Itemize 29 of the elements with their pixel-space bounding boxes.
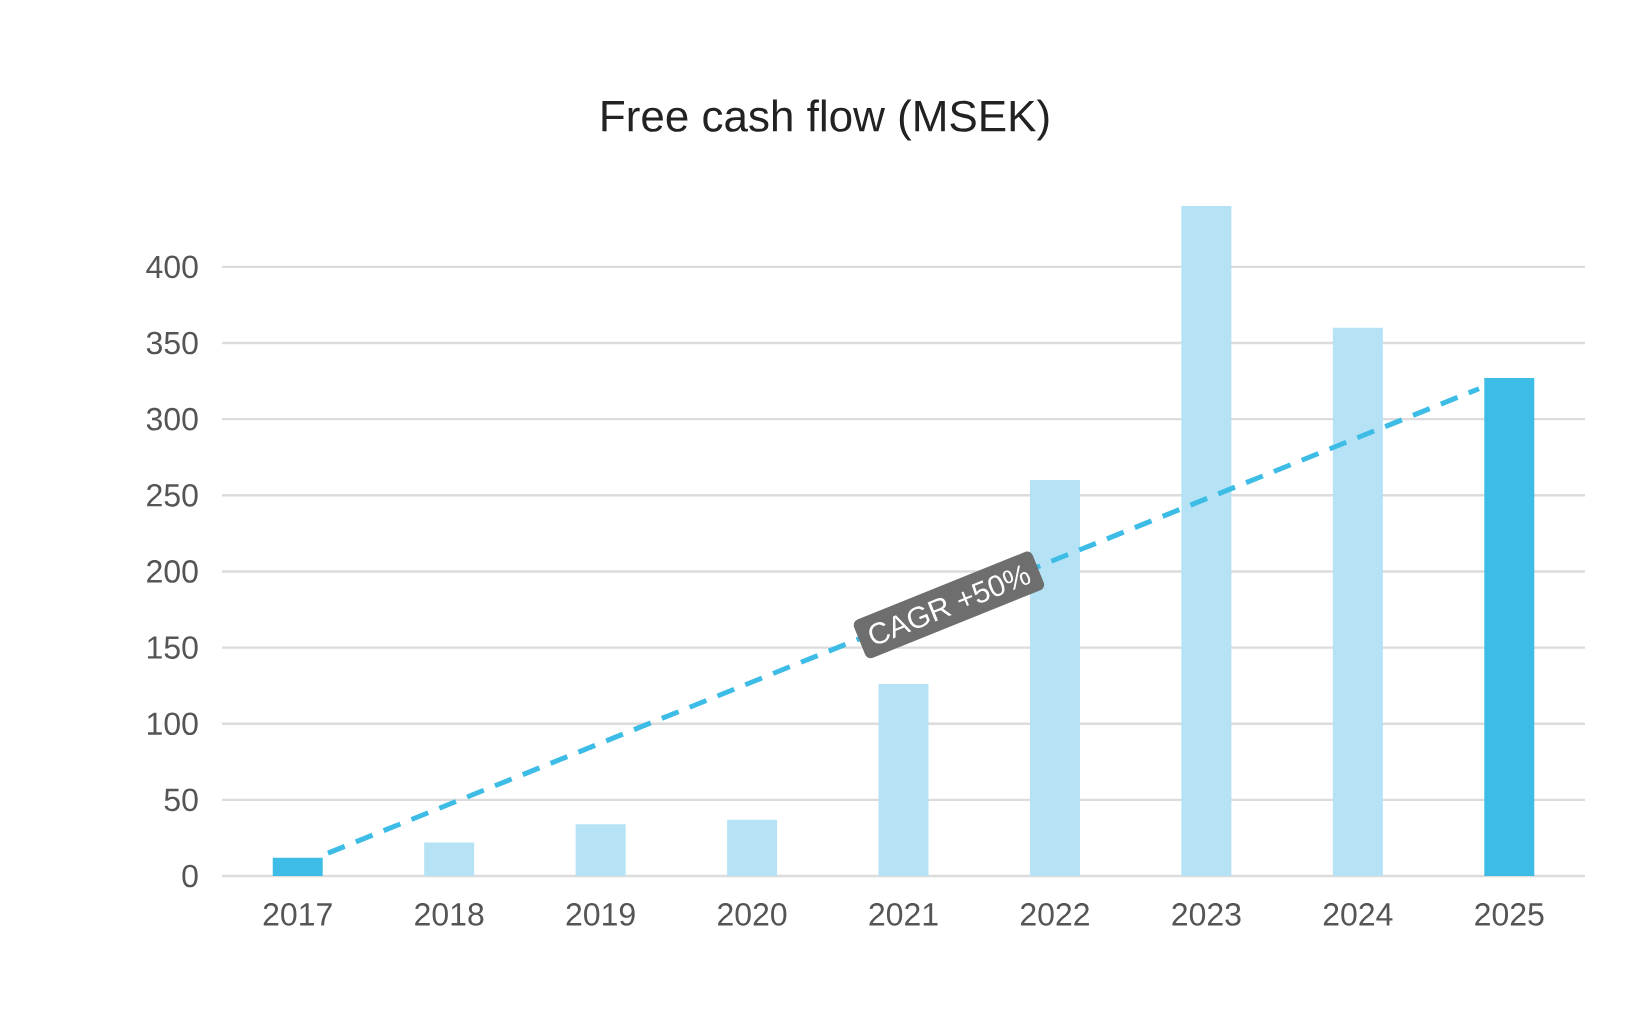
x-tick-label: 2022 xyxy=(1020,903,1089,926)
x-tick-label: 2018 xyxy=(415,903,484,926)
y-tick-label: 300 xyxy=(146,407,198,431)
y-tick-label: 400 xyxy=(146,255,198,279)
y-tick-label: 0 xyxy=(182,864,198,888)
x-tick-label: 2020 xyxy=(718,903,787,926)
y-tick-label: 200 xyxy=(147,560,198,583)
bar xyxy=(575,824,626,876)
y-tick-label: 50 xyxy=(164,788,198,812)
bar xyxy=(272,857,323,876)
bar xyxy=(1484,378,1535,876)
x-tick-label: 2021 xyxy=(869,903,938,926)
x-tick-label: 2024 xyxy=(1323,903,1393,926)
x-tick-label: 2023 xyxy=(1172,903,1241,926)
y-tick-label: 250 xyxy=(147,483,198,507)
y-tick-label: 350 xyxy=(146,331,198,355)
bar xyxy=(1332,327,1383,876)
y-tick-label: 150 xyxy=(147,636,198,659)
chart-title: Free cash flow (MSEK) xyxy=(602,99,1049,141)
x-tick-label: 2025 xyxy=(1475,903,1544,926)
bar xyxy=(1029,480,1080,876)
bar xyxy=(878,684,929,876)
annotation: CAGR +50% xyxy=(869,565,1031,644)
y-tick-label: 100 xyxy=(147,712,198,736)
x-tick-label: 2019 xyxy=(566,903,635,926)
bar xyxy=(727,819,778,876)
x-tick-label: 2017 xyxy=(263,903,332,926)
bar xyxy=(1181,205,1232,876)
bar xyxy=(424,842,475,876)
